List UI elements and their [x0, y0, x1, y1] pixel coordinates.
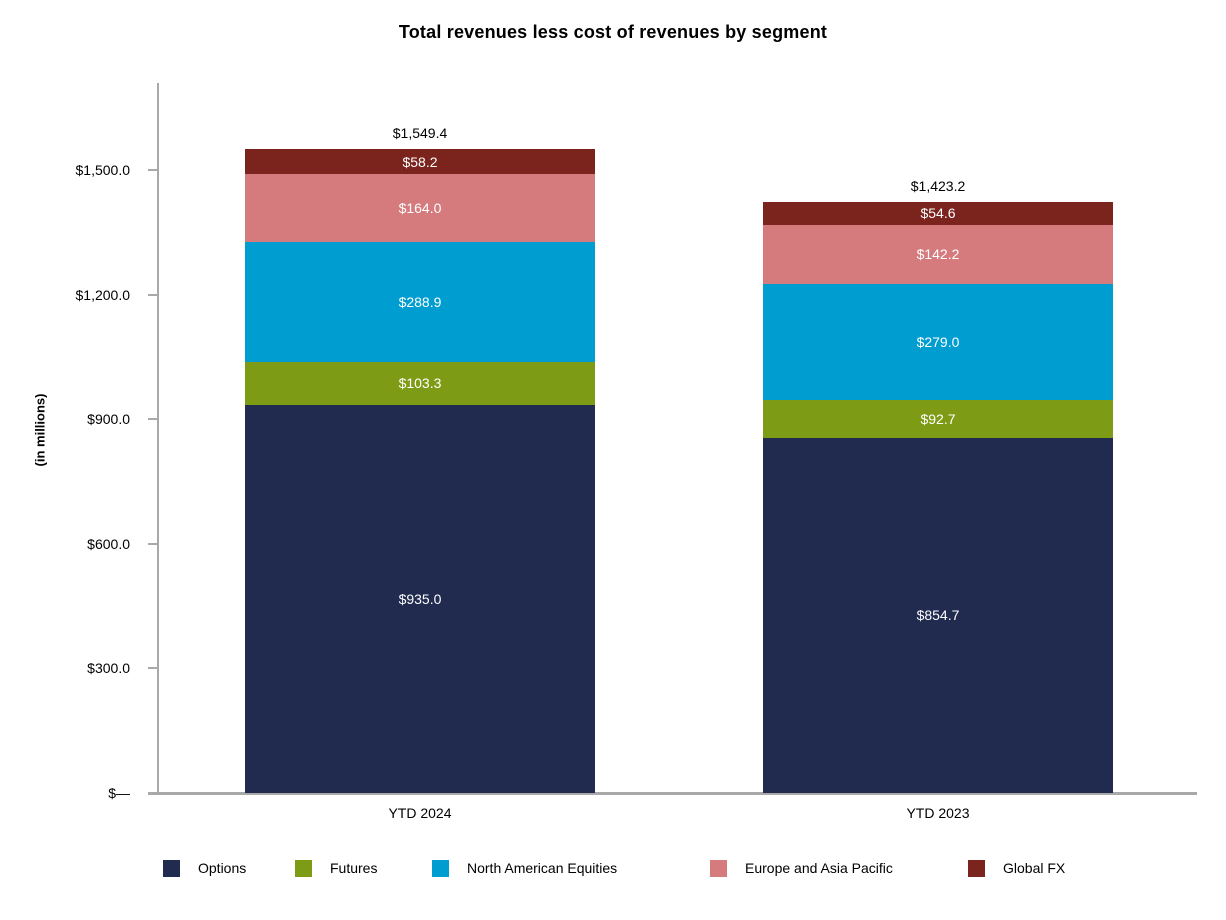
- y-tick: [148, 418, 158, 421]
- y-tick-label: $—: [108, 785, 130, 801]
- bar-segment-europe-and-asia-pacific: $142.2: [763, 224, 1113, 284]
- bar-segment-futures: $92.7: [763, 399, 1113, 438]
- legend-item-futures: Futures: [295, 860, 377, 877]
- bar-segment-label: $854.7: [916, 607, 960, 624]
- legend-item-north-american-equities: North American Equities: [432, 860, 617, 877]
- y-tick-label: $600.0: [87, 535, 130, 552]
- y-tick-label: $1,500.0: [75, 162, 131, 178]
- y-tick: [148, 792, 158, 794]
- legend-swatch-north-american-equities: [432, 860, 449, 877]
- bar-segment-europe-and-asia-pacific: $164.0: [245, 173, 595, 242]
- legend-swatch-options: [163, 860, 180, 877]
- x-axis-label: YTD 2023: [906, 805, 970, 821]
- legend-swatch-futures: [295, 860, 312, 877]
- legend-label: Europe and Asia Pacific: [745, 860, 893, 876]
- legend-item-europe-and-asia-pacific: Europe and Asia Pacific: [710, 860, 893, 877]
- bar-segment-global-fx: $58.2: [245, 149, 595, 174]
- legend-label: Futures: [330, 860, 378, 876]
- chart-title: Total revenues less cost of revenues by …: [398, 22, 828, 42]
- x-axis-line: [148, 792, 1197, 795]
- y-axis-line: [157, 83, 159, 794]
- bar-segment-label: $58.2: [402, 153, 438, 170]
- legend-item-global-fx: Global FX: [968, 860, 1065, 877]
- bar-segment-north-american-equities: $279.0: [763, 283, 1113, 400]
- bar-segment-label: $142.2: [916, 246, 960, 263]
- bar-segment-label: $279.0: [916, 333, 960, 350]
- bar-segment-label: $103.3: [398, 375, 442, 392]
- bar-segment-north-american-equities: $288.9: [245, 241, 595, 362]
- legend-label: Options: [198, 860, 247, 876]
- legend-label: Global FX: [1003, 860, 1066, 876]
- legend-label: North American Equities: [467, 860, 618, 876]
- bar-segment-global-fx: $54.6: [763, 201, 1113, 225]
- bar-segment-options: $935.0: [245, 404, 595, 793]
- bar-segment-label: $288.9: [398, 293, 442, 310]
- y-tick: [148, 169, 158, 171]
- bar-total-label: $1,423.2: [910, 177, 966, 194]
- y-tick-label: $900.0: [87, 411, 130, 428]
- y-tick-label: $300.0: [87, 660, 130, 677]
- y-tick: [148, 293, 158, 296]
- y-tick: [148, 667, 158, 670]
- legend-swatch-europe-and-asia-pacific: [710, 860, 727, 877]
- bar-segment-label: $54.6: [920, 205, 956, 222]
- bar-segment-options: $854.7: [763, 438, 1113, 793]
- x-axis-label: YTD 2024: [388, 805, 452, 821]
- bar-segment-label: $935.0: [398, 590, 442, 607]
- bar-segment-label: $92.7: [920, 410, 956, 427]
- bar-segment-futures: $103.3: [245, 361, 595, 405]
- legend-item-options: Options: [163, 860, 246, 877]
- y-tick: [148, 542, 158, 545]
- y-tick-label: $1,200.0: [75, 286, 131, 303]
- bar-total-label: $1,549.4: [392, 125, 448, 142]
- legend-swatch-global-fx: [968, 860, 985, 877]
- y-axis-title: (in millions): [32, 393, 48, 467]
- bar-segment-label: $164.0: [398, 199, 442, 216]
